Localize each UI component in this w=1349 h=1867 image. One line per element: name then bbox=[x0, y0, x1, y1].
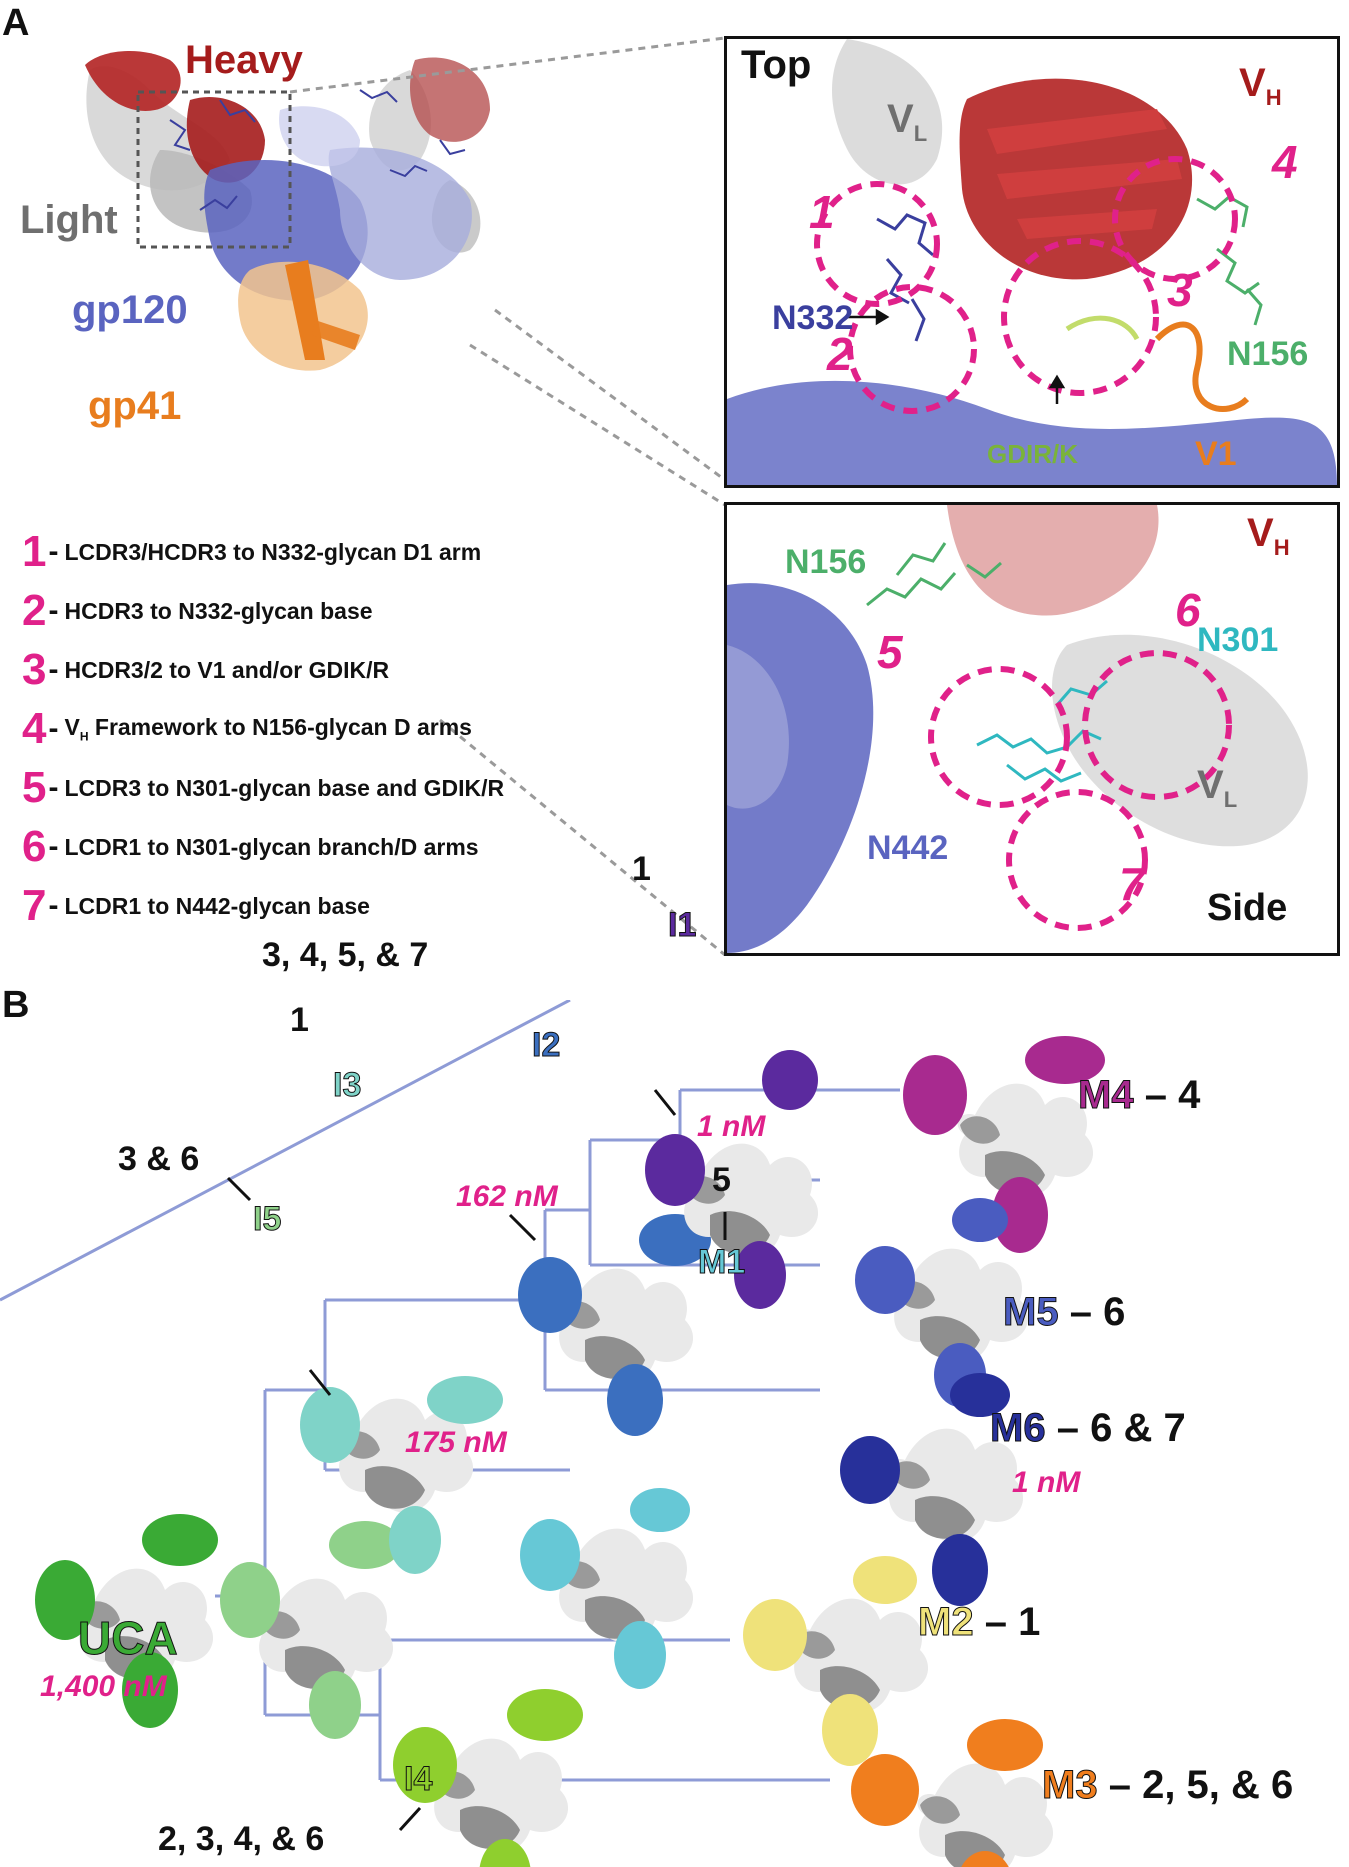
side-view-structure bbox=[727, 505, 1308, 953]
n301-label: N301 bbox=[1197, 621, 1279, 659]
gp120-label: gp120 bbox=[72, 288, 188, 332]
complex-densities bbox=[35, 1036, 1105, 1867]
m3-complex bbox=[851, 1719, 1054, 1867]
side-n156-label: N156 bbox=[785, 543, 867, 581]
i2-affinity: 1 nM bbox=[697, 1110, 766, 1143]
m2-label: M2 – 1 bbox=[918, 1600, 1041, 1644]
side-view-title: Side bbox=[1207, 887, 1288, 929]
site-6-label: 6 bbox=[1175, 584, 1201, 636]
i5-name: I5 bbox=[252, 1200, 282, 1238]
site-5-label: 5 bbox=[877, 626, 903, 678]
site-3-label: 3 bbox=[1167, 264, 1193, 316]
site-4-label: 4 bbox=[1272, 136, 1298, 188]
site-2-label: 2 bbox=[827, 328, 853, 380]
i1-complex bbox=[645, 1050, 819, 1309]
light-label: Light bbox=[20, 198, 118, 242]
n442-label: N442 bbox=[867, 829, 949, 867]
m6-complex bbox=[840, 1373, 1024, 1606]
gp41-label: gp41 bbox=[88, 384, 182, 428]
i3-name: I3 bbox=[332, 1066, 362, 1104]
m1-name: M1 bbox=[697, 1243, 746, 1281]
side-vl-label: VL bbox=[1197, 763, 1238, 812]
vh-label: VH bbox=[1239, 61, 1282, 110]
i1-mutations: 1 bbox=[632, 850, 651, 888]
i2-complex bbox=[518, 1214, 711, 1436]
i4-complex bbox=[393, 1689, 583, 1867]
m5-label: M5 – 6 bbox=[1003, 1290, 1126, 1334]
m6-label: M6 – 6 & 7 bbox=[990, 1406, 1186, 1450]
uca-name: UCA bbox=[78, 1612, 179, 1664]
top-view-structure bbox=[727, 39, 1337, 485]
v1-label: V1 bbox=[1195, 435, 1237, 473]
legend-item-1: 1- LCDR3/HCDR3 to N332-glycan D1 arm bbox=[22, 527, 482, 576]
top-view-inset: Top VH VL N332 N156 GDIR/K V1 1 2 3 4 bbox=[724, 36, 1340, 488]
site-7-label: 7 bbox=[1119, 858, 1145, 910]
site-1-label: 1 bbox=[809, 186, 835, 238]
top-view-title: Top bbox=[741, 43, 812, 87]
i3-complex bbox=[300, 1376, 503, 1574]
heavy-label: Heavy bbox=[185, 38, 303, 82]
legend-item-5: 5- LCDR3 to N301-glycan base and GDIK/R bbox=[22, 763, 505, 812]
side-vh-label: VH bbox=[1247, 511, 1290, 560]
gdir-label: GDIR/K bbox=[987, 439, 1078, 469]
zoom-connectors bbox=[289, 36, 726, 957]
legend-item-6: 6- LCDR1 to N301-glycan branch/D arms bbox=[22, 822, 479, 871]
i1-name: I1 bbox=[667, 906, 697, 944]
m1-complex bbox=[520, 1488, 694, 1689]
legend-item-4: 4- VH Framework to N156-glycan D arms bbox=[22, 704, 472, 753]
n156-label: N156 bbox=[1227, 335, 1309, 373]
i5-mutations: 3 & 6 bbox=[118, 1140, 200, 1178]
i2-mutations: 3, 4, 5, & 7 bbox=[262, 936, 429, 974]
m6-affinity: 1 nM bbox=[1012, 1466, 1081, 1499]
i2-name: I2 bbox=[531, 1026, 561, 1064]
i3-affinity: 162 nM bbox=[456, 1180, 558, 1213]
panel-a-letter: A bbox=[2, 2, 30, 44]
vl-label: VL bbox=[887, 97, 928, 146]
n332-label: N332 bbox=[772, 299, 854, 337]
i4-name: I4 bbox=[403, 1760, 433, 1798]
m4-complex bbox=[903, 1036, 1105, 1253]
uca-affinity: 1,400 nM bbox=[40, 1670, 167, 1703]
uca-complex bbox=[35, 1514, 218, 1728]
m4-label: M4 – 4 bbox=[1078, 1073, 1201, 1117]
panel-b-letter: B bbox=[2, 984, 30, 1026]
m2-complex bbox=[743, 1556, 929, 1766]
legend-item-3: 3- HCDR3/2 to V1 and/or GDIK/R bbox=[22, 645, 390, 694]
side-view-inset: N156 VH VL N301 N442 Side 5 6 7 bbox=[724, 502, 1340, 956]
m3-label: M3 – 2, 5, & 6 bbox=[1042, 1763, 1294, 1807]
i3-mutations: 1 bbox=[290, 1001, 309, 1039]
i4-mutations: 2, 3, 4, & 6 bbox=[158, 1820, 325, 1858]
trimer-structure bbox=[85, 50, 490, 371]
m1-mutations: 5 bbox=[712, 1161, 731, 1199]
i5-complex bbox=[220, 1521, 401, 1739]
legend-item-2: 2- HCDR3 to N332-glycan base bbox=[22, 586, 373, 635]
legend-item-7: 7- LCDR1 to N442-glycan base bbox=[22, 881, 370, 930]
i4-affinity: 175 nM bbox=[405, 1426, 507, 1459]
